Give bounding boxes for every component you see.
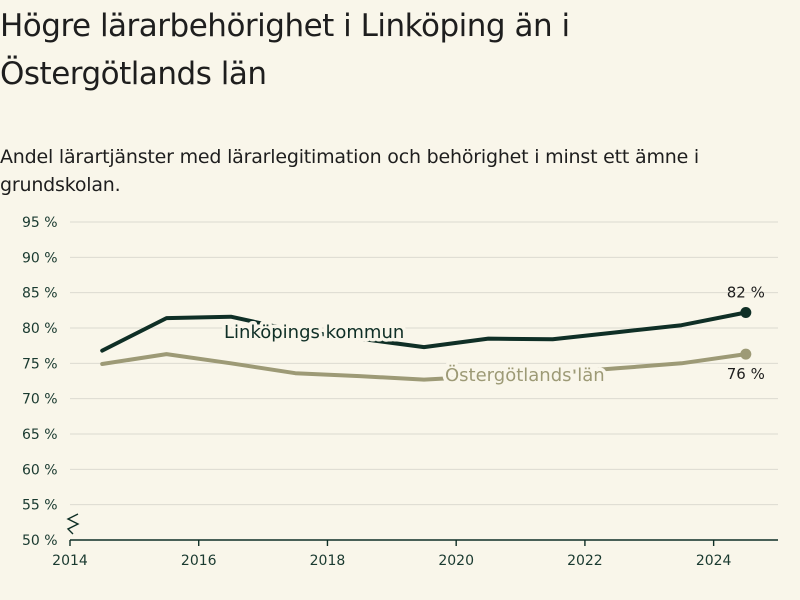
y-tick-label: 70 % xyxy=(22,392,58,408)
gridlines xyxy=(70,221,778,506)
x-tick-label: 2018 xyxy=(310,553,346,569)
end-value-label-linkoping: 82 % xyxy=(727,283,765,301)
series-labels: Linköpings kommun Östergötlands län xyxy=(221,319,609,390)
x-tick-label: 2014 xyxy=(52,553,88,569)
end-markers: 82 % 76 % xyxy=(727,283,765,383)
series-line-linkoping xyxy=(100,310,748,353)
end-marker-linkoping xyxy=(740,306,752,318)
y-tick-label: 80 % xyxy=(22,321,58,337)
series-label-lan: Östergötlands län xyxy=(445,364,605,386)
chart-subtitle: Andel lärartjänster med lärarlegitimatio… xyxy=(0,146,700,196)
x-tick-label: 2020 xyxy=(438,553,474,569)
axis-break xyxy=(66,513,80,535)
series-label-linkoping: Linköpings kommun xyxy=(224,322,404,343)
y-tick-label: 75 % xyxy=(22,356,58,372)
x-tick-label: 2022 xyxy=(567,553,603,569)
y-tick-label: 50 % xyxy=(22,533,58,549)
y-axis-labels: 50 % 55 % 60 % 65 % 70 % 75 % 80 % 85 % 90 % 95 % xyxy=(22,215,58,549)
y-tick-label: 65 % xyxy=(22,427,58,443)
y-tick-label: 55 % xyxy=(22,498,58,514)
y-tick-label: 85 % xyxy=(22,286,58,302)
end-marker-lan xyxy=(740,348,752,360)
x-tick-label: 2024 xyxy=(696,553,732,569)
series-line-lan xyxy=(100,352,748,382)
y-tick-label: 95 % xyxy=(22,215,58,231)
end-value-label-lan: 76 % xyxy=(727,365,765,383)
x-tick-label: 2016 xyxy=(181,553,217,569)
series-lines xyxy=(100,310,748,382)
x-axis: 2014 2016 2018 2020 2022 2024 xyxy=(52,539,778,569)
y-tick-label: 90 % xyxy=(22,250,58,266)
y-tick-label: 60 % xyxy=(22,462,58,478)
chart-title: Högre lärarbehörighet i Linköping än i Ö… xyxy=(0,8,570,92)
axis-break-icon xyxy=(66,513,80,535)
